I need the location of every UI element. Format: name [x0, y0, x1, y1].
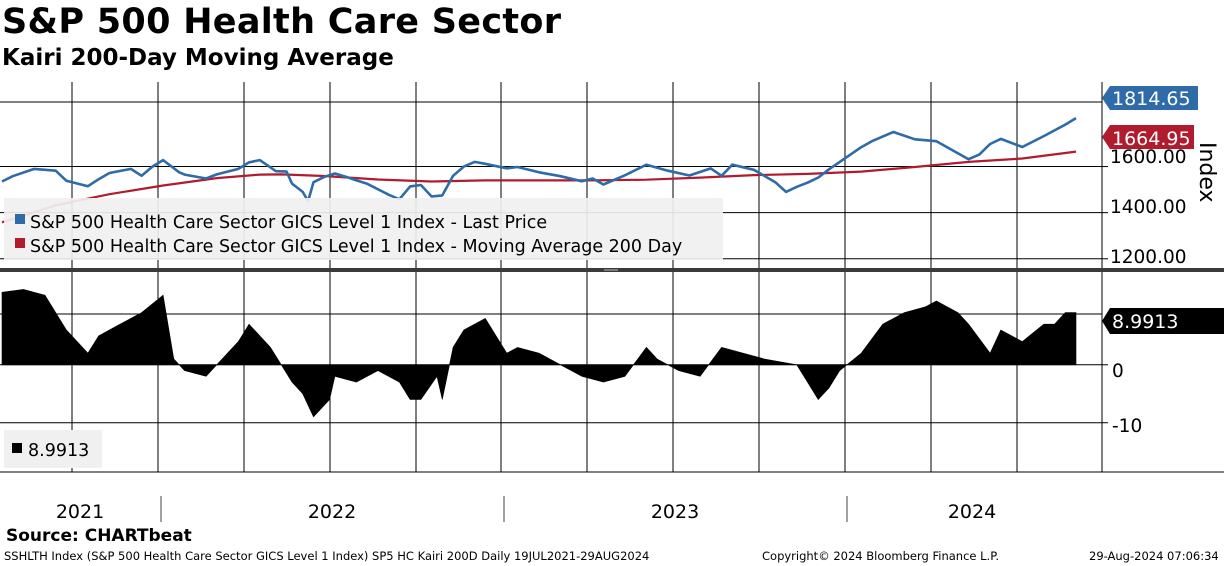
legend-swatch-moving-average — [15, 238, 25, 248]
lower-panel-grid — [0, 272, 1108, 472]
legend-swatch-price — [15, 214, 25, 224]
x-label-2022: 2022 — [308, 501, 356, 523]
upper-legend: S&P 500 Health Care Sector GICS Level 1 … — [4, 198, 723, 260]
last-price-tag-label: 1814.65 — [1112, 88, 1191, 110]
lower-legend-label: 8.9913 — [28, 441, 89, 461]
moving-average-200-line — [1, 150, 1077, 224]
moving-average-tag: 1664.95 — [1102, 125, 1194, 150]
moving-average-tag-label: 1664.95 — [1112, 128, 1191, 150]
y-tick-label-1400: 1400.00 — [1110, 197, 1187, 218]
y-axis-title: Index — [1194, 142, 1219, 203]
y-tick-label-0: 0 — [1112, 361, 1124, 382]
legend-ma-label: S&P 500 Health Care Sector GICS Level 1 … — [30, 237, 682, 257]
last-price-tag: 1814.65 — [1102, 86, 1198, 110]
legend-price-label: S&P 500 Health Care Sector GICS Level 1 … — [30, 213, 547, 233]
x-label-2023: 2023 — [651, 501, 699, 523]
x-label-2024: 2024 — [948, 501, 996, 523]
lower-legend: 8.9913 — [4, 430, 102, 468]
chart-subtitle: Kairi 200-Day Moving Average — [2, 45, 394, 71]
kairi-histogram-area — [1, 289, 1077, 418]
lower-legend-swatch — [12, 443, 22, 453]
y-tick-label-1200: 1200.00 — [1110, 247, 1187, 268]
kairi-last-tag: 8.9913 — [1102, 308, 1224, 334]
kairi-last-tag-shape — [1102, 308, 1224, 334]
moving-average-tag-shape — [1102, 125, 1194, 149]
source-note: Source: CHARTbeat — [6, 526, 192, 546]
x-label-2021: 2021 — [56, 501, 104, 523]
last-price-tag-shape — [1102, 86, 1198, 110]
footer-copyright: Copyright© 2024 Bloomberg Finance L.P. — [762, 549, 999, 563]
y-tick-label-minus-10: -10 — [1112, 416, 1142, 437]
y-tick-label-1600: 1600.00 — [1110, 147, 1187, 168]
footer-ticker-info: SSHLTH Index (S&P 500 Health Care Sector… — [4, 549, 650, 563]
kairi-last-tag-label: 8.9913 — [1112, 311, 1178, 333]
upper-legend-background — [4, 198, 723, 260]
footer-timestamp: 29-Aug-2024 07:06:34 — [1089, 549, 1219, 563]
chart-title: S&P 500 Health Care Sector — [2, 2, 562, 42]
last-price-line — [1, 116, 1077, 203]
